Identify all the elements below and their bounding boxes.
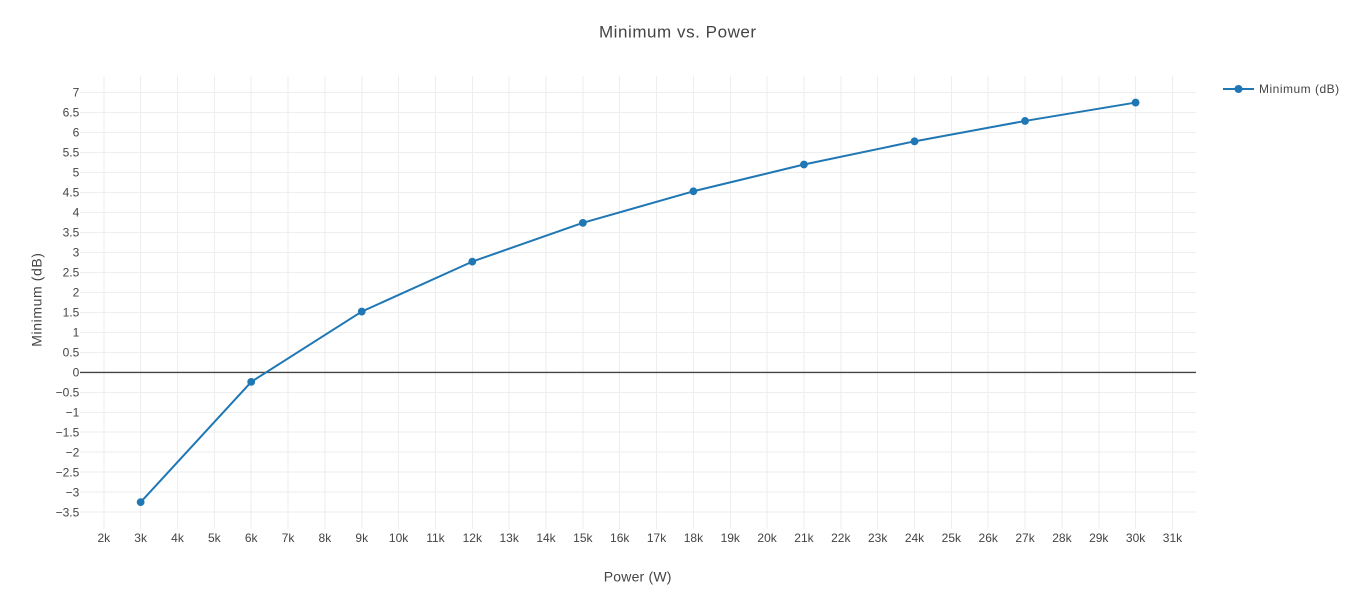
svg-text:−3.5: −3.5 xyxy=(56,505,80,519)
svg-text:26k: 26k xyxy=(979,531,999,545)
svg-text:28k: 28k xyxy=(1052,531,1072,545)
svg-text:9k: 9k xyxy=(355,531,369,545)
svg-text:−3: −3 xyxy=(66,485,80,499)
svg-text:19k: 19k xyxy=(721,531,741,545)
svg-text:0: 0 xyxy=(73,365,80,379)
svg-text:30k: 30k xyxy=(1126,531,1146,545)
svg-text:6k: 6k xyxy=(245,531,259,545)
svg-text:5k: 5k xyxy=(208,531,222,545)
svg-text:Minimum (dB): Minimum (dB) xyxy=(1259,82,1340,96)
svg-text:−2: −2 xyxy=(66,445,80,459)
svg-text:21k: 21k xyxy=(794,531,814,545)
svg-text:Minimum (dB): Minimum (dB) xyxy=(29,252,45,346)
svg-text:24k: 24k xyxy=(905,531,925,545)
svg-text:−1.5: −1.5 xyxy=(56,425,80,439)
svg-text:7k: 7k xyxy=(282,531,296,545)
svg-text:2k: 2k xyxy=(97,531,111,545)
svg-text:1.5: 1.5 xyxy=(63,305,80,319)
svg-text:18k: 18k xyxy=(684,531,704,545)
svg-text:Power (W): Power (W) xyxy=(604,569,672,585)
svg-text:16k: 16k xyxy=(610,531,630,545)
svg-text:4k: 4k xyxy=(171,531,185,545)
svg-text:20k: 20k xyxy=(757,531,777,545)
svg-text:Minimum vs. Power: Minimum vs. Power xyxy=(599,23,757,42)
svg-text:6.5: 6.5 xyxy=(63,106,80,120)
svg-text:5.5: 5.5 xyxy=(63,146,80,160)
svg-text:3k: 3k xyxy=(134,531,148,545)
svg-text:3: 3 xyxy=(73,246,80,260)
svg-text:31k: 31k xyxy=(1163,531,1183,545)
svg-text:2: 2 xyxy=(73,285,80,299)
svg-text:11k: 11k xyxy=(426,531,445,545)
svg-text:1: 1 xyxy=(73,325,80,339)
svg-text:10k: 10k xyxy=(389,531,409,545)
svg-text:23k: 23k xyxy=(868,531,888,545)
svg-text:4.5: 4.5 xyxy=(63,186,80,200)
svg-text:4: 4 xyxy=(73,206,80,220)
svg-text:14k: 14k xyxy=(536,531,556,545)
svg-text:25k: 25k xyxy=(942,531,962,545)
svg-text:2.5: 2.5 xyxy=(63,266,80,280)
svg-text:6: 6 xyxy=(73,126,80,140)
svg-text:−2.5: −2.5 xyxy=(56,465,80,479)
svg-text:15k: 15k xyxy=(573,531,593,545)
svg-text:29k: 29k xyxy=(1089,531,1109,545)
svg-text:27k: 27k xyxy=(1015,531,1035,545)
svg-text:17k: 17k xyxy=(647,531,667,545)
svg-text:22k: 22k xyxy=(831,531,851,545)
svg-text:−0.5: −0.5 xyxy=(56,385,80,399)
svg-text:13k: 13k xyxy=(499,531,519,545)
svg-text:5: 5 xyxy=(73,166,80,180)
svg-text:−1: −1 xyxy=(66,405,80,419)
svg-text:7: 7 xyxy=(73,86,80,100)
svg-text:3.5: 3.5 xyxy=(63,226,80,240)
svg-text:12k: 12k xyxy=(463,531,483,545)
svg-text:0.5: 0.5 xyxy=(63,345,80,359)
svg-text:8k: 8k xyxy=(319,531,333,545)
